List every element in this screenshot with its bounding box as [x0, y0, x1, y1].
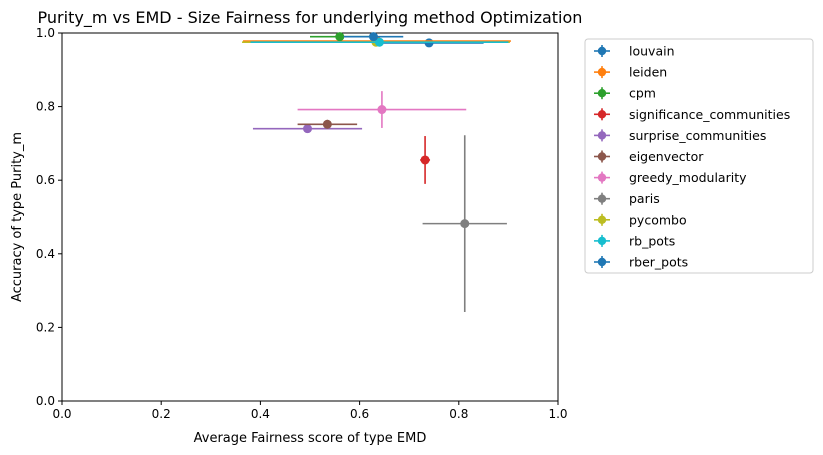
data-point [335, 32, 345, 42]
legend-item-pycombo: pycombo [594, 212, 687, 227]
legend-swatch-marker [597, 152, 607, 161]
data-point [377, 105, 387, 115]
legend-item-greedy_modularity: greedy_modularity [594, 170, 747, 185]
legend-frame [584, 38, 814, 274]
legend-label: significance_communities [629, 107, 790, 122]
legend-label: paris [629, 191, 660, 206]
y-axis-label: Accuracy of type Purity_m [10, 132, 25, 302]
legend-item-cpm: cpm [594, 86, 656, 101]
legend-label: rb_pots [629, 233, 675, 248]
chart-title: Purity_m vs EMD - Size Fairness for unde… [38, 8, 583, 28]
y-tick-label: 0.6 [36, 173, 55, 187]
legend-label: cpm [629, 86, 656, 101]
data-point [368, 32, 378, 42]
series-greedy_modularity [297, 91, 467, 128]
series-rb_pots [250, 37, 509, 47]
legend-label: louvain [629, 44, 675, 59]
series-eigenvector [297, 119, 358, 129]
legend-label: surprise_communities [629, 128, 766, 143]
legend-swatch-marker [597, 215, 607, 224]
plot-marks [242, 32, 511, 312]
y-tick-label: 0.0 [36, 394, 55, 408]
legend-label: leiden [629, 65, 667, 80]
y-tick-label: 0.2 [36, 320, 55, 334]
x-tick-label: 0.2 [152, 407, 171, 421]
x-tick-label: 0.4 [251, 407, 270, 421]
legend-item-louvain: louvain [594, 44, 675, 59]
legend: louvain leiden cpm significance_communities… [584, 38, 814, 274]
x-tick-label: 1.0 [548, 407, 567, 421]
legend-swatch-marker [597, 257, 607, 267]
y-axis: 0.0 0.2 0.4 0.6 0.8 1.0 [36, 26, 62, 408]
y-tick-label: 0.8 [36, 100, 55, 114]
legend-swatch-marker [597, 131, 607, 140]
legend-item-eigenvector: eigenvector [594, 149, 704, 164]
legend-swatch-marker [597, 89, 607, 98]
legend-label: pycombo [629, 212, 687, 227]
series-rber_pots [343, 32, 404, 42]
legend-item-surprise_communities: surprise_communities [594, 128, 766, 143]
legend-swatch-marker [597, 173, 607, 182]
legend-swatch-marker [597, 236, 607, 246]
x-tick-label: 0.0 [52, 407, 71, 421]
legend-item-significance_communities: significance_communities [594, 107, 790, 122]
legend-swatch-marker [597, 194, 607, 203]
x-tick-label: 0.6 [350, 407, 369, 421]
legend-item-rber_pots: rber_pots [594, 255, 688, 270]
legend-swatch-marker [597, 110, 607, 119]
data-point [322, 119, 332, 129]
legend-item-rb_pots: rb_pots [594, 233, 675, 248]
legend-label: rber_pots [629, 255, 688, 270]
legend-label: eigenvector [629, 149, 704, 164]
y-tick-label: 1.0 [36, 26, 55, 40]
x-tick-label: 0.8 [449, 407, 468, 421]
y-tick-label: 0.4 [36, 247, 55, 261]
x-axis-label: Average Fairness score of type EMD [194, 431, 427, 446]
legend-item-paris: paris [594, 191, 660, 206]
plot-area-frame [61, 32, 559, 402]
data-point [303, 124, 313, 134]
series-paris [422, 135, 507, 312]
x-axis: 0.0 0.2 0.4 0.6 0.8 1.0 [52, 401, 568, 421]
legend-label: greedy_modularity [629, 170, 747, 185]
legend-item-leiden: leiden [594, 65, 667, 80]
data-point [374, 37, 384, 47]
series-significance_communities [420, 136, 431, 184]
data-point [460, 219, 470, 229]
legend-swatch-marker [597, 67, 607, 77]
legend-swatch-marker [597, 46, 607, 56]
series-surprise_communities [252, 124, 363, 134]
data-point [420, 155, 430, 165]
